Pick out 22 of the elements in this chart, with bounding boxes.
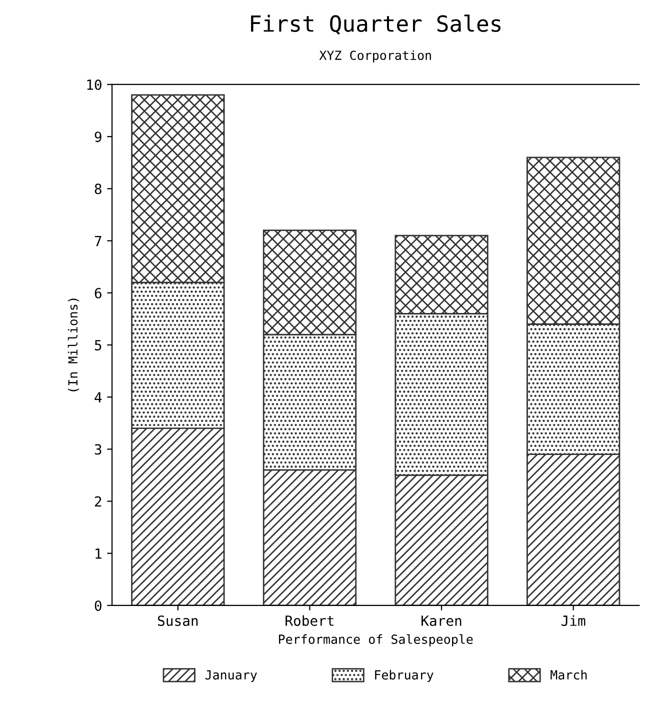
y-tick-label: 6 [94,288,102,298]
legend-label: January [205,670,257,682]
x-axis-title: Performance of Salespeople [279,634,473,646]
y-tick-label: 2 [94,496,102,507]
y-tick-label: 4 [94,392,102,402]
y-tick-label: 10 [87,79,102,90]
y-tick-label: 3 [94,444,102,455]
x-tick-label: Susan [158,615,198,626]
x-tick-label: Karen [422,616,462,626]
y-tick-label: 5 [94,340,102,350]
legend-label: March [550,670,587,680]
y-tick-label: 7 [94,236,102,246]
y-axis-title: (In Millions) [68,298,80,392]
y-tick-label: 9 [94,132,102,142]
chart-title: First Quarter Sales [251,14,501,35]
y-tick-label: 8 [94,184,102,194]
y-tick-label: 0 [94,600,102,611]
x-tick-label: Robert [286,615,334,626]
chart-subtitle: XYZ Corporation [319,50,431,62]
x-tick-label: Jim [562,615,586,626]
legend-label: February [375,670,434,682]
y-tick-label: 1 [96,548,102,559]
